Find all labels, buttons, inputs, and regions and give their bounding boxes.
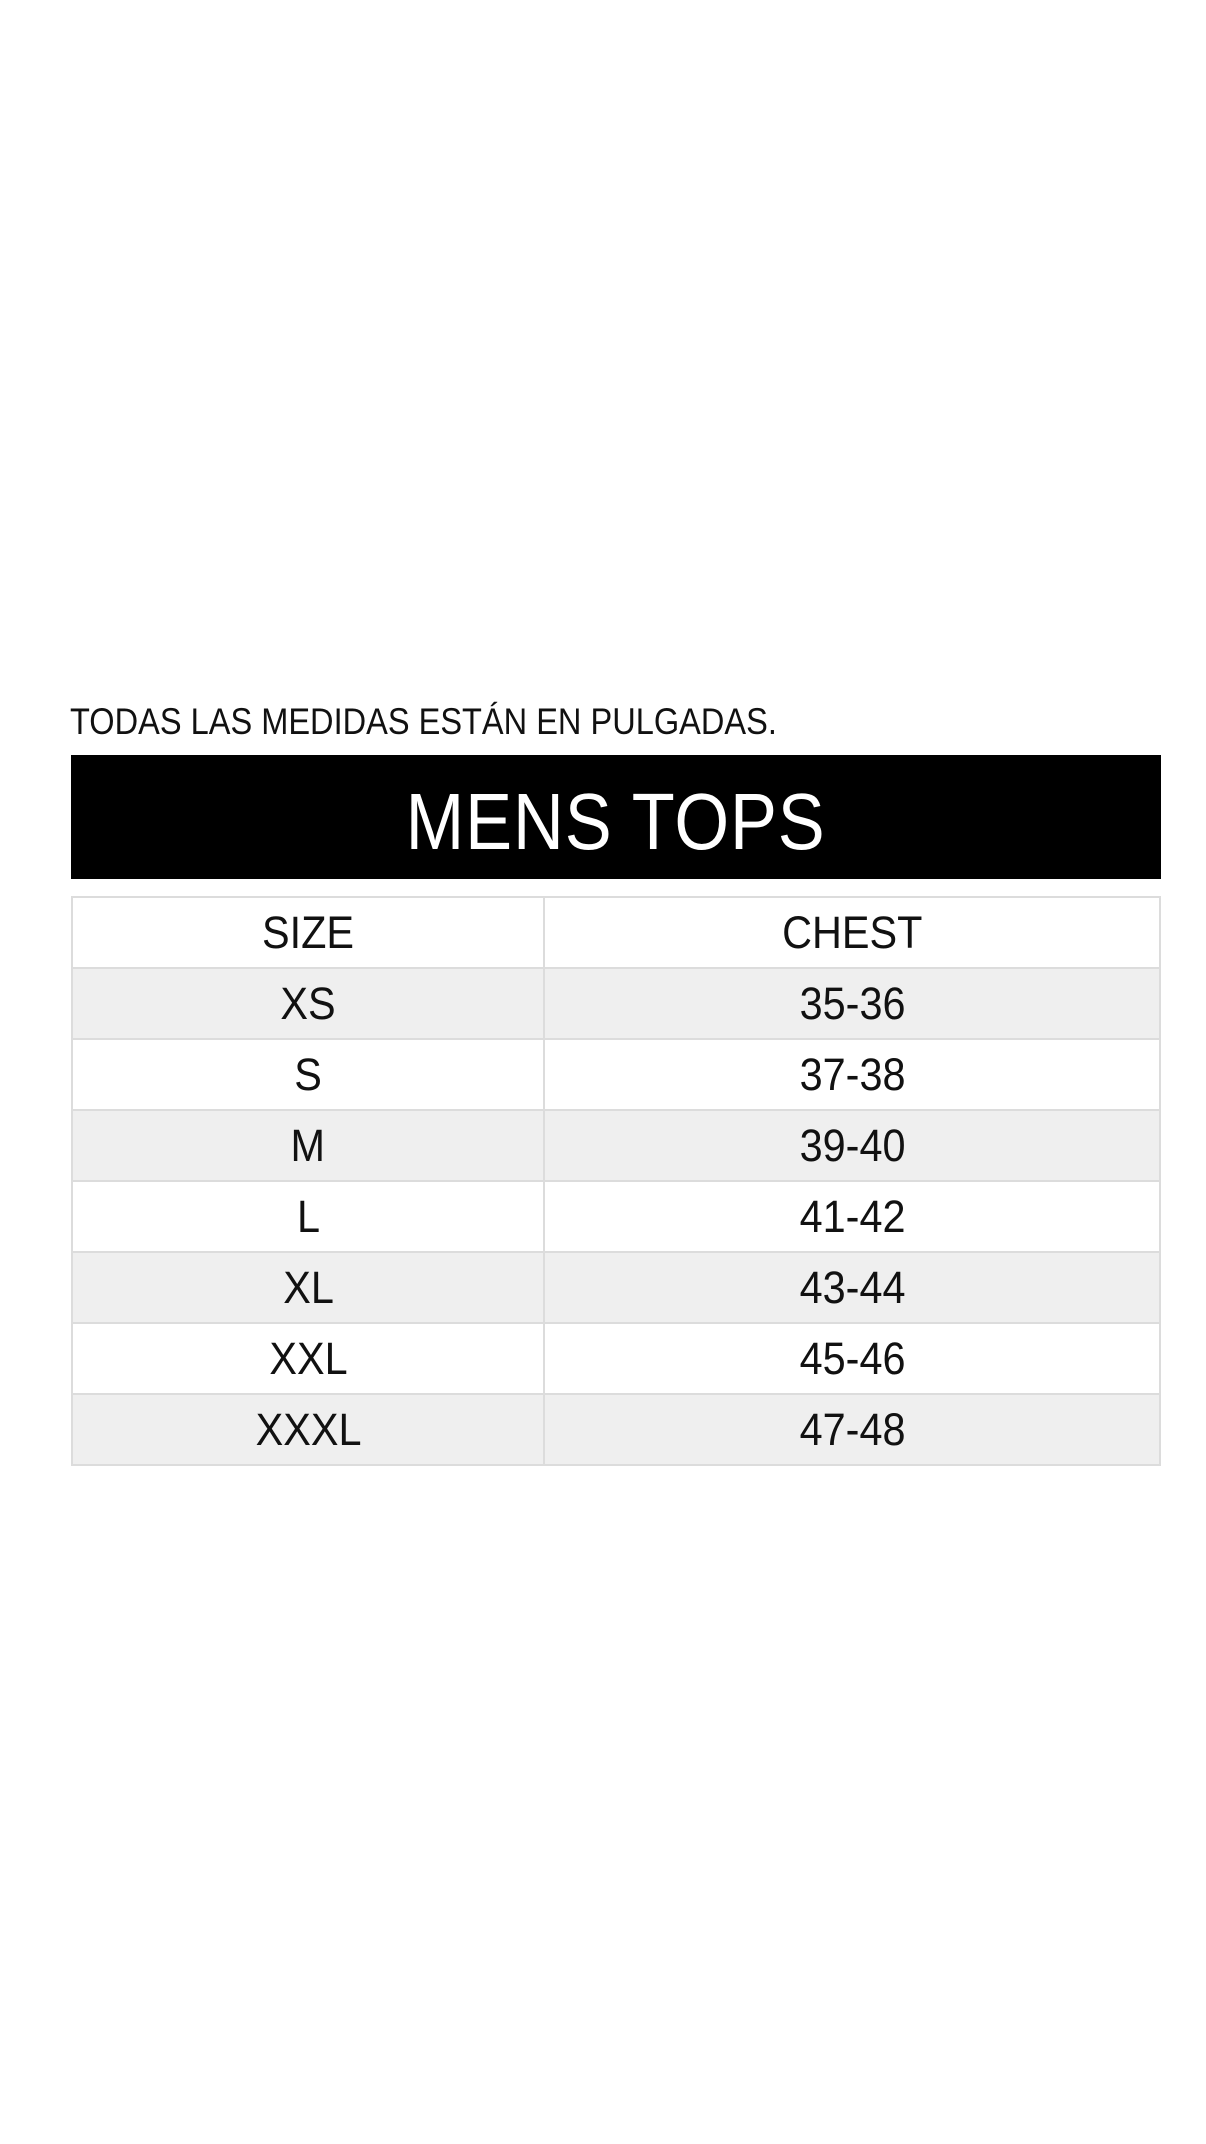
size-cell: S [70,1038,546,1111]
size-cell: XXL [70,1322,546,1395]
size-chart-table-header: SIZE CHEST [70,896,1161,969]
header-row: SIZE CHEST [70,896,1161,969]
chest-cell-text: 47-48 [799,1403,906,1455]
size-cell: XL [70,1251,546,1324]
chest-cell: 45-46 [543,1322,1161,1395]
table-row-xxl: XXL 45-46 [70,1322,1161,1395]
measurement-unit-note-text: TODAS LAS MEDIDAS ESTÁN EN PULGADAS. [70,701,777,742]
table-row-m: M 39-40 [70,1109,1161,1182]
chest-cell: 41-42 [543,1180,1161,1253]
column-header-chest-text: CHEST [781,906,923,958]
chest-cell-text: 37-38 [799,1048,906,1100]
size-cell: M [70,1109,546,1182]
table-row-l: L 41-42 [70,1180,1161,1253]
chest-cell-text: 45-46 [799,1332,906,1384]
size-chart-banner: MENS TOPS [71,755,1161,879]
chest-cell: 39-40 [543,1109,1161,1182]
chest-cell: 35-36 [543,967,1161,1040]
measurement-unit-note: TODAS LAS MEDIDAS ESTÁN EN PULGADAS. [70,701,873,743]
size-cell: L [70,1180,546,1253]
column-header-size: SIZE [70,896,546,969]
chest-cell-text: 41-42 [799,1190,906,1242]
chest-cell-text: 35-36 [799,977,906,1029]
size-cell-text: XXXL [255,1403,362,1455]
size-cell: XS [70,967,546,1040]
banner-title: MENS TOPS [405,777,827,866]
size-cell: XXXL [70,1393,546,1466]
chest-cell: 43-44 [543,1251,1161,1324]
chest-cell: 37-38 [543,1038,1161,1111]
size-cell-text: XL [282,1261,334,1313]
table-row-xl: XL 43-44 [70,1251,1161,1324]
size-chart-table: SIZE CHEST XS 35-36 S 37-38 M 39-40 L 41… [70,896,1161,1466]
size-cell-text: S [294,1048,322,1100]
table-row-s: S 37-38 [70,1038,1161,1111]
size-cell-text: M [290,1119,326,1171]
column-header-chest: CHEST [543,896,1161,969]
chest-cell-text: 43-44 [799,1261,906,1313]
size-cell-text: L [296,1190,320,1242]
size-chart-table-body: XS 35-36 S 37-38 M 39-40 L 41-42 XL 43-4… [70,967,1161,1466]
table-row-xxxl: XXXL 47-48 [70,1393,1161,1466]
chest-cell-text: 39-40 [799,1119,906,1171]
size-cell-text: XS [280,977,336,1029]
chest-cell: 47-48 [543,1393,1161,1466]
table-row-xs: XS 35-36 [70,967,1161,1040]
column-header-size-text: SIZE [262,906,355,958]
size-cell-text: XXL [268,1332,348,1384]
